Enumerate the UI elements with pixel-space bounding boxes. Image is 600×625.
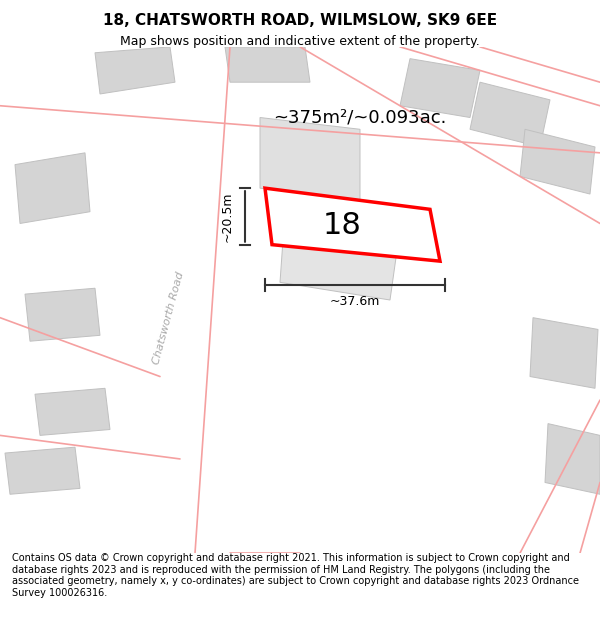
Polygon shape bbox=[280, 212, 400, 300]
Polygon shape bbox=[5, 447, 80, 494]
Text: ~375m²/~0.093ac.: ~375m²/~0.093ac. bbox=[274, 109, 446, 126]
Polygon shape bbox=[15, 153, 90, 224]
Polygon shape bbox=[530, 318, 598, 388]
Polygon shape bbox=[545, 424, 600, 494]
Polygon shape bbox=[400, 59, 480, 118]
Polygon shape bbox=[95, 47, 175, 94]
Polygon shape bbox=[265, 188, 440, 261]
Polygon shape bbox=[25, 288, 100, 341]
Polygon shape bbox=[470, 82, 550, 147]
Polygon shape bbox=[225, 47, 310, 82]
Text: 18: 18 bbox=[322, 211, 361, 241]
Text: ~20.5m: ~20.5m bbox=[221, 191, 233, 242]
Polygon shape bbox=[520, 129, 595, 194]
Polygon shape bbox=[35, 388, 110, 436]
Polygon shape bbox=[260, 118, 360, 200]
Text: 18, CHATSWORTH ROAD, WILMSLOW, SK9 6EE: 18, CHATSWORTH ROAD, WILMSLOW, SK9 6EE bbox=[103, 13, 497, 28]
Text: Contains OS data © Crown copyright and database right 2021. This information is : Contains OS data © Crown copyright and d… bbox=[12, 553, 579, 598]
Text: Chatsworth Road: Chatsworth Road bbox=[151, 270, 185, 365]
Text: ~37.6m: ~37.6m bbox=[330, 294, 380, 308]
Text: Map shows position and indicative extent of the property.: Map shows position and indicative extent… bbox=[120, 35, 480, 48]
